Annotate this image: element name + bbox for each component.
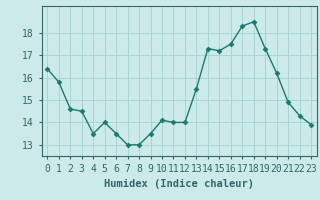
X-axis label: Humidex (Indice chaleur): Humidex (Indice chaleur)	[104, 179, 254, 189]
